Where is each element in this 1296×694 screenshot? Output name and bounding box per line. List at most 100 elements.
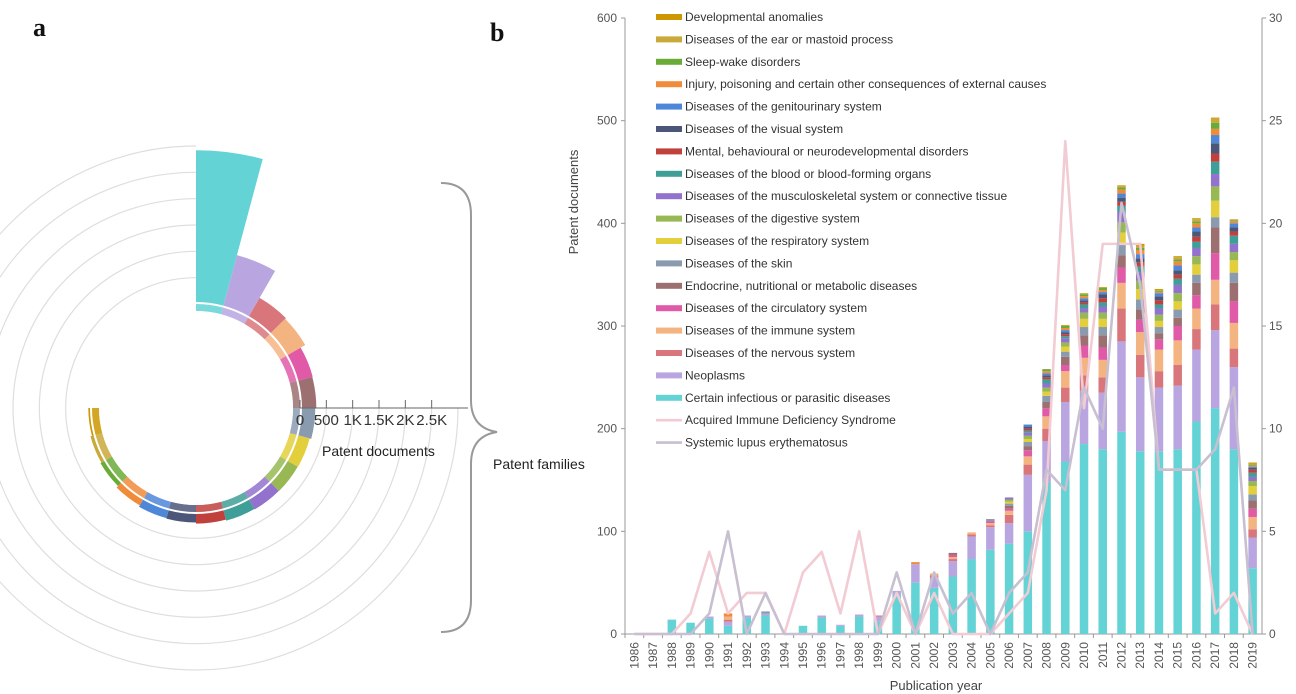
bar-segment-diseases-of-the-musculoskeletal-system-or-connective-tissue [1079, 308, 1089, 313]
inner-ring-segment [196, 501, 223, 512]
bar-segment-diseases-of-the-immune-system [1192, 308, 1201, 330]
bar-segment-mental-behavioural-or-neurodevelopmental-disorders [1210, 153, 1220, 162]
bar-segment-diseases-of-the-respiratory-system [1154, 320, 1164, 328]
bar-segment-mental-behavioural-or-neurodevelopmental-disorders [1154, 300, 1164, 305]
bar-segment-diseases-of-the-blood-or-blood-forming-organs [1079, 304, 1089, 309]
bar-segment-diseases-of-the-nervous-system [948, 559, 958, 562]
legend-item-diseases-of-the-respiratory-system: Diseases of the respiratory system [656, 234, 869, 248]
legend-item-diseases-of-the-visual-system: Diseases of the visual system [656, 122, 843, 136]
y2-tick-label: 20 [1269, 216, 1283, 230]
bar-segment-diseases-of-the-nervous-system [1023, 464, 1033, 475]
bar-segment-diseases-of-the-visual-system [1079, 300, 1089, 303]
panel-label-b: b [490, 18, 504, 47]
radial-bar-certain-infectious-or-parasitic-diseases [196, 150, 263, 306]
legend-swatch [656, 14, 682, 20]
bar-segment-diseases-of-the-genitourinary-system [1229, 223, 1239, 228]
legend-swatch [656, 103, 682, 110]
bar-segment-certain-infectious-or-parasitic-diseases [1042, 482, 1051, 634]
bar-segment-diseases-of-the-immune-system [1248, 516, 1257, 530]
x-tick-label: 1991 [721, 642, 735, 669]
bar-segment-diseases-of-the-skin [1042, 395, 1051, 402]
bar-segment-diseases-of-the-visual-system [1023, 426, 1033, 429]
radial-bar-sleep-wake-disorders [100, 461, 122, 487]
bar-segment-certain-infectious-or-parasitic-diseases [686, 622, 695, 634]
x-tick-label: 2009 [1058, 642, 1072, 669]
legend-label: Diseases of the digestive system [685, 212, 860, 226]
y-tick-label: 400 [597, 216, 617, 230]
bar-segment-mental-behavioural-or-neurodevelopmental-disorders [1023, 428, 1033, 431]
legend-label: Neoplasms [685, 368, 745, 382]
x-tick-label: 2017 [1208, 642, 1222, 669]
y-tick-label: 200 [597, 422, 617, 436]
inner-ring-segment [122, 476, 148, 499]
bar-segment-neoplasms [1192, 349, 1201, 422]
inner-ring-segment [289, 408, 300, 435]
x-tick-label: 2015 [1171, 642, 1185, 669]
bar-segment-diseases-of-the-digestive-system [1098, 312, 1107, 319]
bar-segment-diseases-of-the-skin [986, 519, 995, 522]
bar-segment-diseases-of-the-ear-or-mastoid-process [1192, 219, 1201, 222]
bar-segment-certain-infectious-or-parasitic-diseases [1098, 449, 1107, 634]
bar-segment-sleep-wake-disorders [1042, 369, 1051, 372]
bar-segment-certain-infectious-or-parasitic-diseases [761, 615, 770, 634]
bar-segment-certain-infectious-or-parasitic-diseases [1061, 461, 1070, 634]
radial-bars [88, 150, 317, 524]
bar-segment-diseases-of-the-visual-system [1061, 332, 1070, 335]
bar-segment-injury-poisoning-and-certain-other-consequences-of-external-causes [1248, 465, 1257, 467]
bar-segment-certain-infectious-or-parasitic-diseases [986, 549, 995, 634]
bar-segment-injury-poisoning-and-certain-other-consequences-of-external-causes [1154, 292, 1164, 294]
bar-segment-endocrine-nutritional-or-metabolic-diseases [1079, 335, 1089, 346]
bar-segment-diseases-of-the-visual-system [1117, 197, 1126, 202]
x-tick-label: 2019 [1246, 642, 1260, 669]
bar-segment-diseases-of-the-nervous-system [873, 615, 883, 617]
legend-label: Diseases of the ear or mastoid process [685, 32, 893, 46]
x-tick-label: 2005 [983, 642, 997, 669]
bar-segment-diseases-of-the-circulatory-system [1210, 253, 1220, 280]
legend-swatch [656, 36, 682, 43]
bar-segment-diseases-of-the-digestive-system [1061, 342, 1070, 347]
x-tick-label: 1998 [852, 642, 866, 669]
radial-tick-label: 1K [343, 412, 361, 429]
radial-bar-mental-behavioural-or-neurodevelopmental-disorders [196, 510, 226, 524]
x-axis-title: Publication year [890, 678, 983, 693]
center-hole [99, 311, 293, 505]
bar-segment-diseases-of-the-immune-system [1061, 371, 1070, 388]
bar-segment-developmental-anomalies [1154, 289, 1164, 291]
bar-segment-diseases-of-the-visual-system [1135, 258, 1145, 263]
bar-segment-neoplasms [817, 615, 826, 618]
bar-segment-diseases-of-the-musculoskeletal-system-or-connective-tissue [1173, 284, 1182, 294]
bar-segment-injury-poisoning-and-certain-other-consequences-of-external-causes [1061, 328, 1070, 331]
legend-label: Endocrine, nutritional or metabolic dise… [685, 279, 917, 293]
radial-bar-diseases-of-the-immune-system [270, 318, 306, 355]
radial-bar-endocrine-nutritional-or-metabolic-diseases [298, 376, 317, 408]
bar-segment-diseases-of-the-nervous-system [1042, 428, 1051, 441]
bar-segment-diseases-of-the-respiratory-system [1004, 501, 1014, 504]
inner-ring-segment [169, 501, 196, 512]
bar-segment-diseases-of-the-immune-system [1229, 322, 1239, 349]
bar-segment-neoplasms [1154, 387, 1164, 452]
radial-bar-diseases-of-the-respiratory-system [287, 435, 310, 467]
inner-ring-segment [264, 334, 287, 360]
bar-segment-diseases-of-the-nervous-system [1210, 304, 1220, 331]
bar-segment-diseases-of-the-nervous-system [1004, 514, 1014, 524]
curly-brace [440, 182, 498, 633]
radial-bar-diseases-of-the-nervous-system [249, 297, 286, 334]
bar-segment-diseases-of-the-circulatory-system [986, 521, 995, 524]
radial-bar-developmental-anomalies [88, 408, 94, 436]
bar-segment-certain-infectious-or-parasitic-diseases [854, 616, 864, 634]
bar-segment-injury-poisoning-and-certain-other-consequences-of-external-causes [1210, 128, 1220, 136]
x-tick-label: 2013 [1133, 642, 1147, 669]
stacked-bar-chart: 0 100 200 300 400 500 600 0 5 10 15 20 25 30 1986 1987 1… [566, 10, 1283, 693]
bar-segment-diseases-of-the-circulatory-system [1004, 508, 1014, 511]
bar-segment-diseases-of-the-skin [1098, 327, 1107, 336]
legend-item-diseases-of-the-digestive-system: Diseases of the digestive system [656, 212, 860, 226]
bar-segment-certain-infectious-or-parasitic-diseases [1248, 568, 1257, 634]
bar-segment-diseases-of-the-genitourinary-system [1154, 293, 1164, 297]
bar-segment-sleep-wake-disorders [1117, 187, 1126, 190]
bar-segment-diseases-of-the-genitourinary-system [1042, 373, 1051, 376]
bar-segment-certain-infectious-or-parasitic-diseases [1135, 451, 1145, 634]
legend-item-diseases-of-the-immune-system: Diseases of the immune system [656, 324, 855, 338]
bar-segment-diseases-of-the-skin [1248, 494, 1257, 501]
bar-segment-endocrine-nutritional-or-metabolic-diseases [1229, 282, 1239, 302]
bar-segment-diseases-of-the-respiratory-system [1173, 301, 1182, 310]
